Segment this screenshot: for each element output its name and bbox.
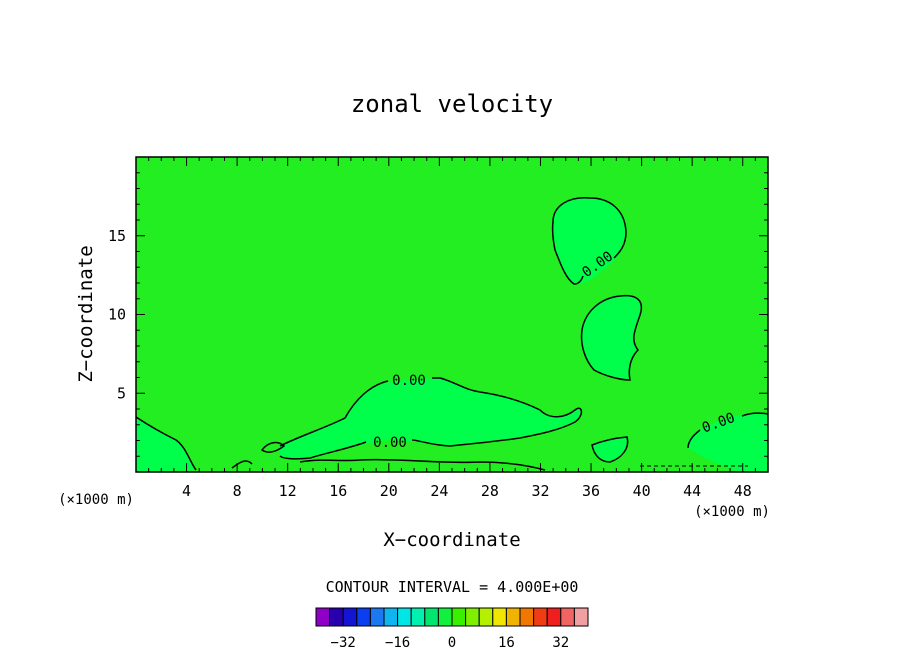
chart-title: zonal velocity <box>351 90 553 118</box>
contour-region-upper-blob <box>552 197 626 285</box>
x-tick-label: 40 <box>633 482 651 500</box>
colorbar-swatch <box>315 607 331 627</box>
zero-contour-lines <box>135 197 769 471</box>
contour-region-bottom-left <box>136 417 196 472</box>
x-tick-label: 48 <box>734 482 752 500</box>
contour-labels: 0.00 0.00 0.00 0.00 <box>373 249 737 451</box>
x-tick-label: 12 <box>279 482 297 500</box>
contour-line-middle-blob <box>580 294 642 381</box>
colorbar-swatch <box>369 607 385 627</box>
x-tick-label: 20 <box>380 482 398 500</box>
colorbar-tick-label: 0 <box>448 635 456 651</box>
colorbar-tick-label: −16 <box>385 635 410 651</box>
colorbar <box>315 607 589 627</box>
x-tick-label: 32 <box>531 482 549 500</box>
colorbar-swatch <box>397 607 412 627</box>
x-tick-label: 4 <box>182 482 191 500</box>
colorbar-swatch <box>478 607 494 627</box>
axis-ticks <box>136 157 768 472</box>
x-tick-label: 28 <box>481 482 499 500</box>
colorbar-swatch <box>465 607 480 627</box>
x-tick-label: 16 <box>329 482 347 500</box>
colorbar-swatch <box>383 607 399 627</box>
contour-line-near-surface <box>231 441 546 471</box>
contour-line-upper-blob <box>551 197 627 285</box>
x-tick-label: 36 <box>582 482 600 500</box>
y-tick-label: 10 <box>108 306 126 324</box>
colorbar-swatch <box>437 607 453 627</box>
colorbar-swatch <box>356 607 371 627</box>
y-axis-label: Z−coordinate <box>75 245 97 382</box>
contour-interval-label: CONTOUR INTERVAL = 4.000E+00 <box>326 578 579 596</box>
x-tick-label: 44 <box>683 482 701 500</box>
colorbar-tick-labels: −32 −16 0 16 32 <box>331 635 570 651</box>
colorbar-swatch <box>342 607 358 627</box>
x-tick-label: 8 <box>233 482 242 500</box>
colorbar-swatch <box>451 607 467 627</box>
contour-line-main-hill <box>279 377 583 460</box>
x-unit-label-left: (×1000 m) <box>58 492 134 508</box>
contour-label-lower: 0.00 <box>373 435 407 451</box>
contour-line-low-right <box>591 436 629 463</box>
colorbar-swatch <box>533 607 548 627</box>
colorbar-swatch <box>329 607 344 627</box>
contour-label-main-hill: 0.00 <box>392 373 426 389</box>
y-tick-label: 5 <box>117 384 126 402</box>
y-tick-labels: 5 10 15 <box>108 227 126 403</box>
colorbar-swatch <box>505 607 521 627</box>
contour-line-right <box>687 412 769 449</box>
contour-region-right <box>688 412 768 472</box>
contour-region-middle-blob <box>581 295 642 380</box>
colorbar-tick-label: −32 <box>331 635 356 651</box>
contour-region-low-right <box>592 437 628 462</box>
colorbar-tick-label: 32 <box>552 635 569 651</box>
colorbar-swatch <box>546 607 562 627</box>
x-tick-labels: 4 8 12 16 20 24 28 32 36 40 44 48 <box>182 482 752 500</box>
y-tick-label: 15 <box>108 227 126 245</box>
colorbar-swatch <box>560 607 575 627</box>
colorbar-swatch <box>410 607 426 627</box>
plot-area: 0.00 0.00 0.00 0.00 4 8 12 16 20 24 28 32 36 40 44… <box>108 156 769 500</box>
x-tick-label: 24 <box>430 482 448 500</box>
x-axis-label: X−coordinate <box>383 529 520 551</box>
colorbar-swatch <box>492 607 507 627</box>
colorbar-swatch <box>424 607 439 627</box>
colorbar-tick-label: 16 <box>498 635 515 651</box>
contour-line-bottom-left <box>135 416 197 471</box>
colorbar-swatch <box>519 607 535 627</box>
colorbar-swatch <box>573 607 589 627</box>
x-unit-label-right: (×1000 m) <box>694 504 770 520</box>
